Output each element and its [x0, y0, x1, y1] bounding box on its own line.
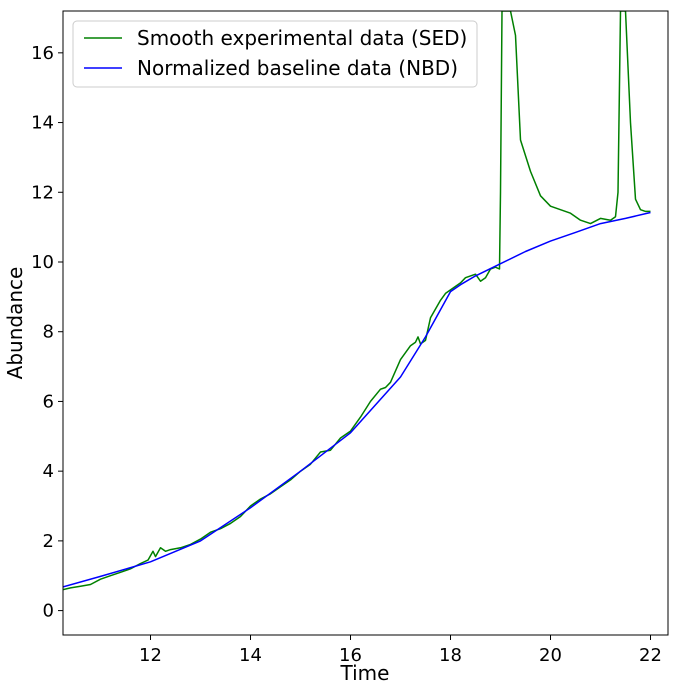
y-tick-label: 6: [43, 391, 54, 412]
x-axis-ticks: 12 14 16 18 20 22: [139, 635, 662, 666]
y-axis-ticks: 0 2 4 6 8 10 12 14 16: [31, 43, 63, 622]
y-tick-label: 2: [43, 531, 54, 552]
series-layer: [63, 11, 651, 591]
sed-line: [63, 11, 651, 591]
y-axis-label: Abundance: [3, 267, 27, 380]
x-tick-label: 14: [239, 645, 262, 666]
legend-box: [72, 20, 478, 88]
plot-frame: [62, 10, 669, 636]
x-tick-label: 20: [539, 645, 562, 666]
y-tick-label: 12: [31, 182, 54, 203]
legend-label-sed: Smooth experimental data (SED): [137, 26, 467, 50]
legend: Smooth experimental data (SED) Normalize…: [72, 20, 478, 88]
x-axis-label: Time: [340, 661, 390, 685]
x-tick-label: 18: [439, 645, 462, 666]
y-tick-label: 0: [43, 601, 54, 622]
x-tick-label: 22: [639, 645, 662, 666]
y-tick-label: 16: [31, 43, 54, 64]
y-tick-label: 8: [43, 322, 54, 343]
y-tick-label: 14: [31, 113, 54, 134]
x-tick-label: 12: [139, 645, 162, 666]
x-tick-label: 16: [339, 645, 362, 666]
y-tick-label: 4: [43, 461, 54, 482]
legend-label-nbd: Normalized baseline data (NBD): [137, 56, 458, 80]
nbd-line: [63, 211, 651, 588]
y-tick-label: 10: [31, 252, 54, 273]
